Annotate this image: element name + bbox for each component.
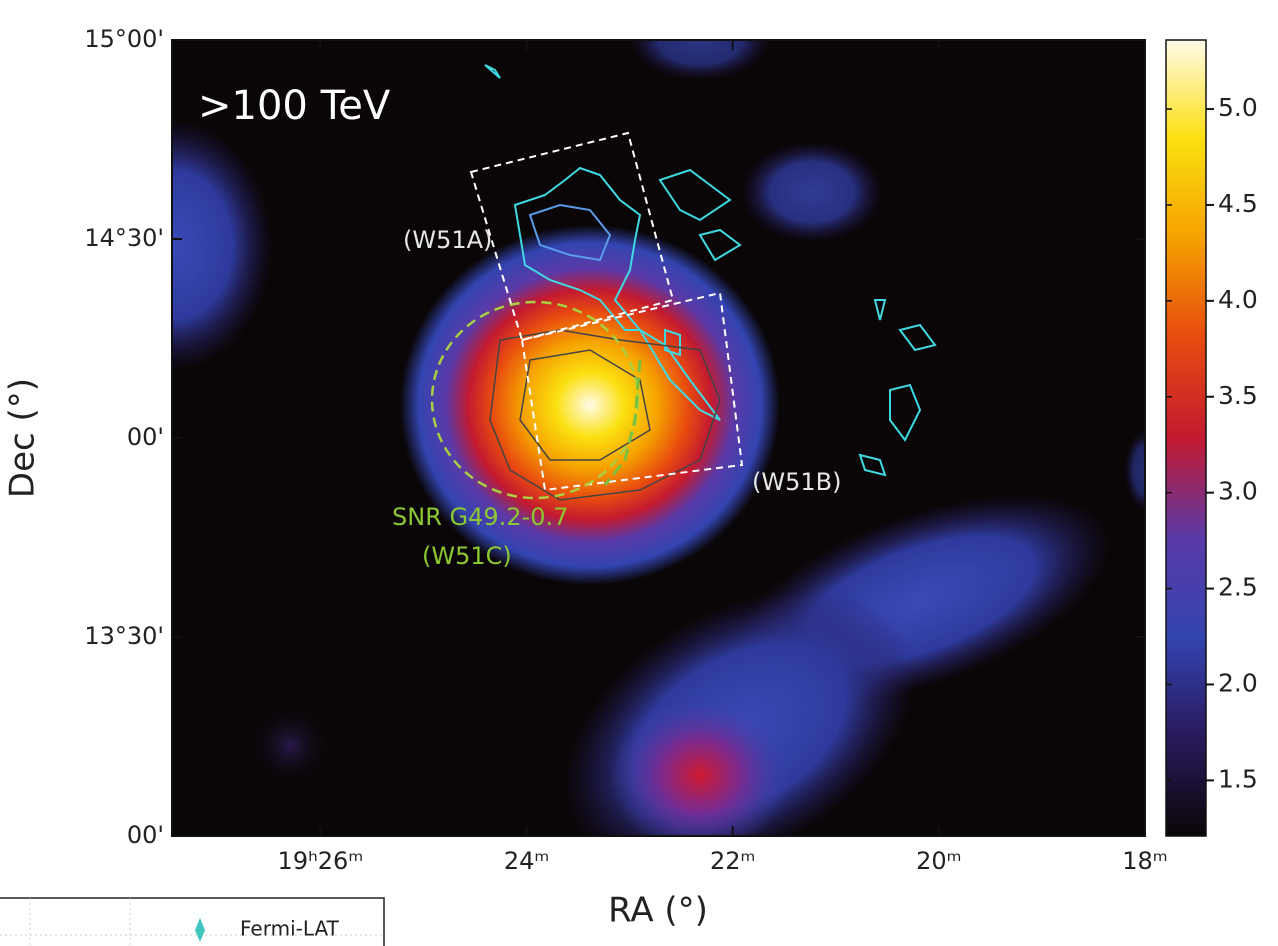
colorbar-tick-label: 2.0 <box>1218 668 1258 697</box>
x-axis-label: RA (°) <box>608 891 708 931</box>
colorbar-tick-label: 2.5 <box>1218 573 1258 602</box>
y-tick-label: 00' <box>127 821 164 849</box>
figure: >100 TeV (W51A) (W51B) SNR G49.2-0.7 (W5… <box>0 0 1278 946</box>
annotation: (W51B) <box>752 468 841 496</box>
colorbar-tick-label: 1.5 <box>1218 764 1258 793</box>
y-tick-label: 14°30' <box>84 224 164 252</box>
x-tick-label: 18ᵐ <box>1122 847 1168 875</box>
colorbar-tick-label: 4.0 <box>1218 285 1258 314</box>
colorbar-tick-label: 5.0 <box>1218 93 1258 122</box>
colorbar-tick-label: 3.0 <box>1218 477 1258 506</box>
annotation: SNR G49.2-0.7 <box>392 503 568 531</box>
y-axis-label: Dec (°) <box>3 378 43 498</box>
legend: Fermi-LAT <box>0 898 384 946</box>
annotation: (W51C) <box>422 542 512 570</box>
y-tick-label: 13°30' <box>84 622 164 650</box>
colorbar-tick-label: 4.5 <box>1218 189 1258 218</box>
colorbar-tick-label: 3.5 <box>1218 381 1258 410</box>
x-tick-label: 22ᵐ <box>710 847 756 875</box>
energy-label: >100 TeV <box>198 83 391 129</box>
colorbar-scale <box>1166 40 1206 836</box>
x-tick-label: 20ᵐ <box>916 847 962 875</box>
y-tick-label: 00' <box>127 423 164 451</box>
colorbar: 1.5 2.0 2.5 3.0 3.5 4.0 4.5 5.0 <box>1166 40 1258 836</box>
sky-map: >100 TeV (W51A) (W51B) SNR G49.2-0.7 (W5… <box>72 0 1165 929</box>
legend-label: Fermi-LAT <box>240 917 340 941</box>
y-tick-label: 15°00' <box>84 25 164 53</box>
x-tick-label: 24ᵐ <box>504 847 550 875</box>
x-tick-label: 19ʰ26ᵐ <box>278 847 364 875</box>
annotation: (W51A) <box>403 226 492 254</box>
